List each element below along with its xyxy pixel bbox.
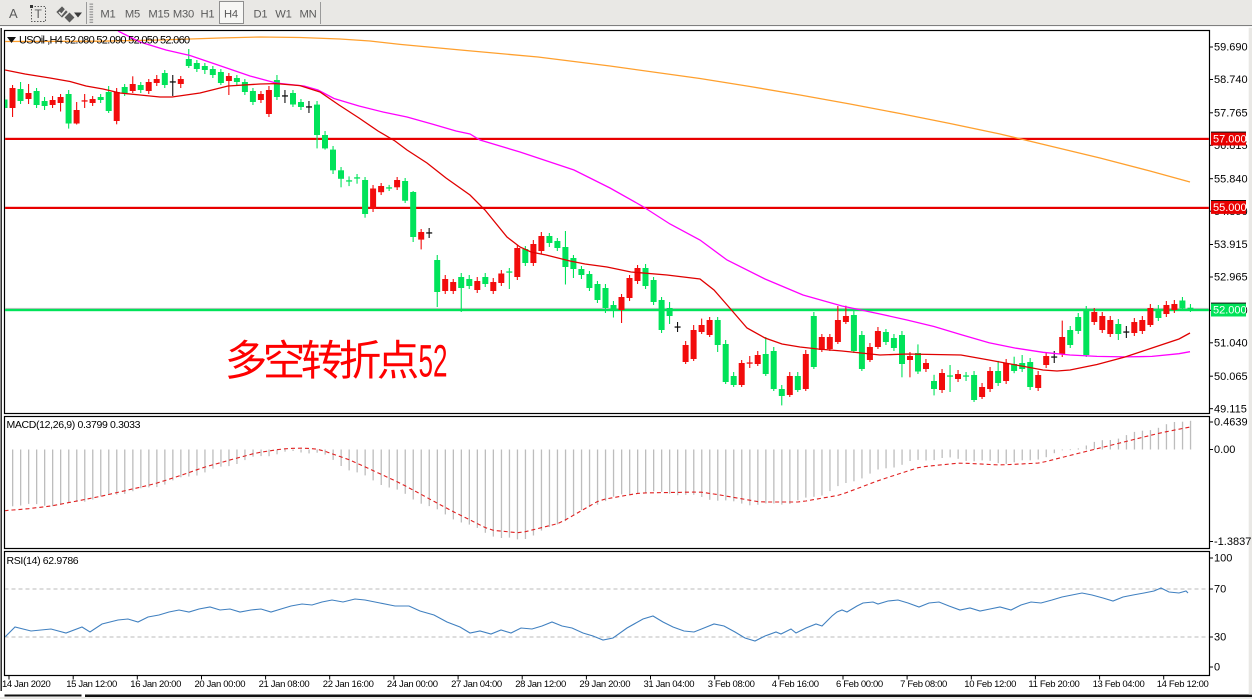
svg-text:M15: M15 [148, 9, 169, 21]
svg-text:6 Feb 00:00: 6 Feb 00:00 [836, 679, 883, 690]
svg-text:28 Jan 12:00: 28 Jan 12:00 [515, 679, 566, 690]
svg-text:10 Feb 12:00: 10 Feb 12:00 [964, 679, 1016, 690]
svg-text:51.040: 51.040 [1214, 338, 1248, 350]
svg-text:MN: MN [300, 9, 317, 21]
svg-text:3 Feb 08:00: 3 Feb 08:00 [708, 679, 755, 690]
svg-text:13 Feb 04:00: 13 Feb 04:00 [1093, 679, 1145, 690]
svg-text:29 Jan 20:00: 29 Jan 20:00 [579, 679, 630, 690]
svg-text:A: A [9, 6, 18, 21]
svg-text:11 Feb 20:00: 11 Feb 20:00 [1028, 679, 1079, 690]
svg-text:57.765: 57.765 [1214, 108, 1248, 120]
svg-text:0.00: 0.00 [1214, 444, 1235, 456]
svg-text:59.690: 59.690 [1214, 42, 1248, 54]
svg-text:0.4639: 0.4639 [1214, 417, 1248, 429]
svg-text:7 Feb 08:00: 7 Feb 08:00 [900, 679, 947, 690]
svg-text:14 Jan 2020: 14 Jan 2020 [2, 679, 51, 690]
svg-text:D1: D1 [254, 9, 268, 21]
svg-text:T: T [35, 7, 43, 21]
svg-text:24 Jan 00:00: 24 Jan 00:00 [387, 679, 438, 690]
svg-text:53.915: 53.915 [1214, 239, 1248, 251]
svg-text:M30: M30 [173, 9, 194, 21]
svg-text:RSI(14) 62.9786: RSI(14) 62.9786 [7, 555, 79, 567]
svg-text:22 Jan 16:00: 22 Jan 16:00 [323, 679, 374, 690]
svg-text:55.000: 55.000 [1213, 202, 1247, 214]
svg-text:21 Jan 08:00: 21 Jan 08:00 [259, 679, 310, 690]
svg-text:70: 70 [1214, 584, 1226, 596]
svg-text:W1: W1 [275, 9, 291, 21]
svg-text:55.840: 55.840 [1214, 173, 1248, 185]
svg-text:4 Feb 16:00: 4 Feb 16:00 [772, 679, 819, 690]
svg-text:100: 100 [1214, 553, 1232, 565]
svg-text:H4: H4 [224, 9, 238, 21]
svg-text:58.740: 58.740 [1214, 74, 1248, 86]
svg-text:14 Feb 12:00: 14 Feb 12:00 [1157, 679, 1209, 690]
svg-text:M5: M5 [125, 9, 140, 21]
svg-text:27 Jan 04:00: 27 Jan 04:00 [451, 679, 502, 690]
svg-text:52: 52 [419, 335, 448, 386]
svg-text:-1.3837: -1.3837 [1214, 536, 1251, 548]
svg-text:52.965: 52.965 [1214, 272, 1248, 284]
svg-text:16 Jan 20:00: 16 Jan 20:00 [130, 679, 181, 690]
svg-text:USOil-,H4 52.080 52.090 52.050: USOil-,H4 52.080 52.090 52.050 52.060 [19, 35, 190, 47]
svg-text:52.000: 52.000 [1213, 305, 1247, 317]
svg-text:MACD(12,26,9) 0.3799 0.3033: MACD(12,26,9) 0.3799 0.3033 [7, 419, 141, 431]
svg-text:30: 30 [1214, 632, 1226, 644]
svg-text:M1: M1 [100, 9, 115, 21]
svg-text:15 Jan 12:00: 15 Jan 12:00 [66, 679, 117, 690]
svg-text:0: 0 [1214, 662, 1220, 674]
svg-text:H1: H1 [201, 9, 215, 21]
svg-text:57.000: 57.000 [1213, 134, 1247, 146]
svg-text:31 Jan 04:00: 31 Jan 04:00 [644, 679, 695, 690]
svg-text:50.065: 50.065 [1214, 371, 1248, 383]
svg-text:49.115: 49.115 [1214, 403, 1247, 415]
svg-text:20 Jan 00:00: 20 Jan 00:00 [195, 679, 246, 690]
